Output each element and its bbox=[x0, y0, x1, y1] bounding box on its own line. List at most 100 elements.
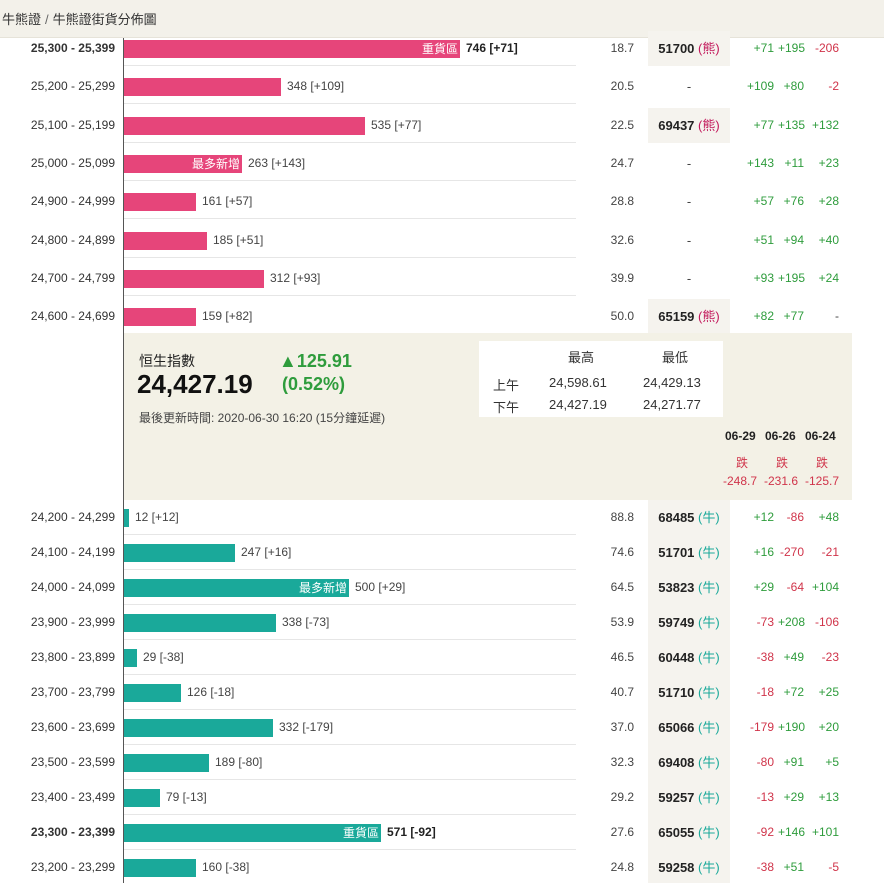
table-row[interactable]: 24,600 - 24,699 159 [+82] 50.0 65159 (熊) +82… bbox=[0, 299, 884, 335]
warrant-code[interactable]: 69437 bbox=[658, 117, 695, 133]
table-row[interactable]: 25,000 - 25,099 最多新增 263 [+143] 24.7 - +143 +1… bbox=[0, 146, 884, 181]
daily-change: +104 bbox=[811, 580, 839, 594]
warrant-code-cell[interactable]: 69437 (熊) bbox=[648, 107, 730, 143]
warrant-code[interactable]: 53823 bbox=[658, 580, 695, 595]
table-row[interactable]: 24,700 - 24,799 312 [+93] 39.9 - +93 +195 +24 bbox=[0, 261, 884, 296]
row-divider bbox=[124, 65, 576, 66]
table-row[interactable]: 23,800 - 23,899 29 [-38] 46.5 60448 (牛) -38 +… bbox=[0, 640, 884, 675]
breadcrumb-home-link[interactable]: 牛熊證 bbox=[2, 12, 42, 27]
table-row[interactable]: 23,500 - 23,599 189 [-80] 32.3 69408 (牛) -80… bbox=[0, 745, 884, 780]
bull-volume-bar[interactable] bbox=[124, 754, 209, 772]
daily-change: -80 bbox=[756, 755, 774, 769]
bear-volume-bar[interactable] bbox=[124, 231, 207, 250]
breadcrumb-separator: / bbox=[45, 12, 49, 27]
warrant-code[interactable]: 59749 bbox=[658, 615, 695, 630]
warrant-code[interactable]: 65159 bbox=[658, 309, 695, 325]
warrant-code-empty: - bbox=[686, 155, 692, 171]
warrant-code-empty: - bbox=[686, 79, 692, 95]
warrant-code[interactable]: 65055 bbox=[658, 825, 695, 840]
warrant-code[interactable]: 69408 bbox=[658, 755, 695, 770]
warrant-code-cell[interactable]: 60448 (牛) bbox=[648, 640, 730, 675]
table-row[interactable]: 24,200 - 24,299 12 [+12] 88.8 68485 (牛) +12-… bbox=[0, 500, 884, 535]
bear-volume-bar[interactable] bbox=[124, 269, 264, 288]
warrant-code-cell[interactable]: 65159 (熊) bbox=[648, 299, 730, 335]
distance-percent: 20.5 bbox=[610, 79, 634, 94]
strike-range: 23,900 - 23,999 bbox=[30, 615, 115, 629]
table-row[interactable]: 25,300 - 25,399 重貨區 746 [+71] 18.7 51700 (熊)… bbox=[0, 31, 884, 66]
distance-percent: 64.5 bbox=[610, 580, 634, 594]
warrant-code-cell[interactable]: 59257 (牛) bbox=[648, 780, 730, 815]
warrant-code[interactable]: 65066 bbox=[658, 720, 695, 735]
table-row[interactable]: 25,100 - 25,199 535 [+77] 22.5 69437 (熊) +77… bbox=[0, 107, 884, 143]
bull-volume-bar[interactable] bbox=[124, 719, 273, 737]
bear-volume-bar[interactable] bbox=[124, 40, 460, 58]
warrant-code-cell[interactable]: 65066 (牛) bbox=[648, 710, 730, 745]
bull-volume-bar[interactable] bbox=[124, 579, 349, 597]
bear-volume-bar[interactable] bbox=[124, 78, 281, 97]
bear-volume-bar[interactable] bbox=[124, 308, 196, 327]
table-row[interactable]: 23,200 - 23,299 160 [-38] 24.8 59258 (牛) -38… bbox=[0, 850, 884, 883]
strike-range: 25,000 - 25,099 bbox=[30, 155, 115, 170]
table-row[interactable]: 24,900 - 24,999 161 [+57] 28.8 - +57 +76 +28 bbox=[0, 184, 884, 220]
warrant-code-empty: - bbox=[686, 194, 692, 210]
strike-range: 23,500 - 23,599 bbox=[30, 755, 115, 769]
warrant-code-cell[interactable]: 65055 (牛) bbox=[648, 815, 730, 850]
bull-volume-bar[interactable] bbox=[124, 509, 129, 527]
warrant-code[interactable]: 51701 bbox=[658, 545, 695, 560]
breadcrumb: 牛熊證 / 牛熊證街貨分佈圖 bbox=[0, 0, 884, 38]
table-row[interactable]: 24,100 - 24,199 247 [+16] 74.6 51701 (牛) +16… bbox=[0, 535, 884, 570]
table-row[interactable]: 23,300 - 23,399 重貨區 571 [-92] 27.6 65055 (牛)… bbox=[0, 815, 884, 850]
warrant-code[interactable]: 59257 bbox=[658, 790, 695, 805]
table-row[interactable]: 25,200 - 25,299 348 [+109] 20.5 - +109 +80 -2 bbox=[0, 69, 884, 105]
warrant-code[interactable]: 59258 bbox=[658, 860, 695, 875]
distance-percent: 32.3 bbox=[610, 755, 634, 769]
bull-volume-bar[interactable] bbox=[124, 614, 276, 632]
warrant-code-cell[interactable]: 51700 (熊) bbox=[648, 31, 730, 66]
table-row[interactable]: 23,400 - 23,499 79 [-13] 29.2 59257 (牛) -13 +… bbox=[0, 780, 884, 815]
bull-volume-bar[interactable] bbox=[124, 684, 181, 702]
warrant-code-cell[interactable]: 69408 (牛) bbox=[648, 745, 730, 780]
table-row[interactable]: 23,900 - 23,999 338 [-73] 53.9 59749 (牛) -73… bbox=[0, 605, 884, 640]
row-divider bbox=[124, 779, 576, 780]
bull-volume-bar[interactable] bbox=[124, 789, 160, 807]
bull-volume-bar[interactable] bbox=[124, 649, 137, 667]
bull-volume-bar[interactable] bbox=[124, 859, 196, 877]
bar-highlight-tag: 重貨區 bbox=[342, 826, 379, 840]
breadcrumb-current-link[interactable]: 牛熊證街貨分佈圖 bbox=[52, 12, 157, 27]
warrant-code-cell[interactable]: 53823 (牛) bbox=[648, 570, 730, 605]
warrant-code[interactable]: 51710 bbox=[658, 685, 695, 700]
session-label-pm: 下午 bbox=[493, 400, 520, 415]
warrant-code-cell[interactable]: 51701 (牛) bbox=[648, 535, 730, 570]
warrant-code-cell[interactable]: 59258 (牛) bbox=[648, 850, 730, 883]
daily-change: +40 bbox=[818, 232, 839, 247]
daily-change: +16 bbox=[753, 545, 774, 559]
table-row[interactable]: 24,800 - 24,899 185 [+51] 32.6 - +51 +94 +40 bbox=[0, 223, 884, 258]
warrant-code[interactable]: 68485 bbox=[658, 510, 695, 525]
table-row[interactable]: 24,000 - 24,099 最多新增 500 [+29] 64.5 53823 (牛… bbox=[0, 570, 884, 605]
warrant-type-tag: (牛) bbox=[698, 545, 720, 560]
daily-change: -270 bbox=[779, 545, 804, 559]
row-divider bbox=[124, 674, 576, 675]
warrant-code[interactable]: 51700 bbox=[658, 41, 695, 56]
volume-count: 338 [-73] bbox=[282, 615, 330, 629]
bear-volume-bar[interactable] bbox=[124, 116, 365, 135]
bull-volume-bar[interactable] bbox=[124, 544, 235, 562]
warrant-code-cell[interactable]: 68485 (牛) bbox=[648, 500, 730, 535]
row-divider bbox=[124, 256, 576, 258]
distance-percent: 37.0 bbox=[610, 720, 634, 734]
warrant-code-cell: - bbox=[648, 146, 730, 181]
volume-count: 160 [-38] bbox=[202, 860, 250, 874]
bull-volume-bar[interactable] bbox=[124, 824, 381, 842]
daily-change: +109 bbox=[746, 79, 774, 94]
daily-change: -5 bbox=[828, 860, 839, 874]
daily-change: +72 bbox=[783, 685, 804, 699]
bear-volume-bar[interactable] bbox=[124, 193, 196, 212]
daily-change: +195 bbox=[778, 41, 806, 55]
warrant-code-cell[interactable]: 51710 (牛) bbox=[648, 675, 730, 710]
warrant-code-cell[interactable]: 59749 (牛) bbox=[648, 605, 730, 640]
am-low: 24,429.13 bbox=[643, 375, 701, 390]
warrant-code[interactable]: 60448 bbox=[658, 650, 695, 665]
bear-volume-bar[interactable] bbox=[124, 154, 242, 173]
table-row[interactable]: 23,700 - 23,799 126 [-18] 40.7 51710 (牛) -18… bbox=[0, 675, 884, 710]
table-row[interactable]: 23,600 - 23,699 332 [-179] 37.0 65066 (牛) -1… bbox=[0, 710, 884, 745]
